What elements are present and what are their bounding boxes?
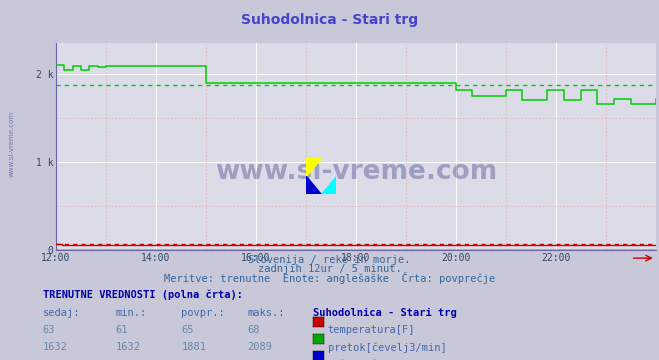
Text: pretok[čevelj3/min]: pretok[čevelj3/min] — [328, 342, 446, 353]
Polygon shape — [322, 176, 336, 194]
Polygon shape — [306, 158, 322, 176]
Text: 1632: 1632 — [115, 342, 140, 352]
Text: maks.:: maks.: — [247, 308, 285, 318]
Text: 65: 65 — [181, 325, 194, 335]
Text: povpr.:: povpr.: — [181, 308, 225, 318]
Text: temperatura[F]: temperatura[F] — [328, 325, 415, 335]
Text: 1881: 1881 — [181, 342, 206, 352]
Text: Slovenija / reke in morje.: Slovenija / reke in morje. — [248, 255, 411, 265]
Text: Meritve: trenutne  Enote: anglešaške  Črta: povprečje: Meritve: trenutne Enote: anglešaške Črta… — [164, 272, 495, 284]
Text: Suhodolnica - Stari trg: Suhodolnica - Stari trg — [241, 13, 418, 27]
Text: 63: 63 — [43, 325, 55, 335]
Text: www.si-vreme.com: www.si-vreme.com — [215, 158, 497, 185]
Text: zadnjih 12ur / 5 minut.: zadnjih 12ur / 5 minut. — [258, 264, 401, 274]
Text: TRENUTNE VREDNOSTI (polna črta):: TRENUTNE VREDNOSTI (polna črta): — [43, 290, 243, 300]
Text: 68: 68 — [247, 325, 260, 335]
Text: 2089: 2089 — [247, 342, 272, 352]
Text: www.si-vreme.com: www.si-vreme.com — [9, 111, 14, 177]
Text: 61: 61 — [115, 325, 128, 335]
Text: sedaj:: sedaj: — [43, 308, 80, 318]
Text: Suhodolnica - Stari trg: Suhodolnica - Stari trg — [313, 308, 457, 318]
Text: 1632: 1632 — [43, 342, 68, 352]
Text: min.:: min.: — [115, 308, 146, 318]
Polygon shape — [306, 176, 322, 194]
